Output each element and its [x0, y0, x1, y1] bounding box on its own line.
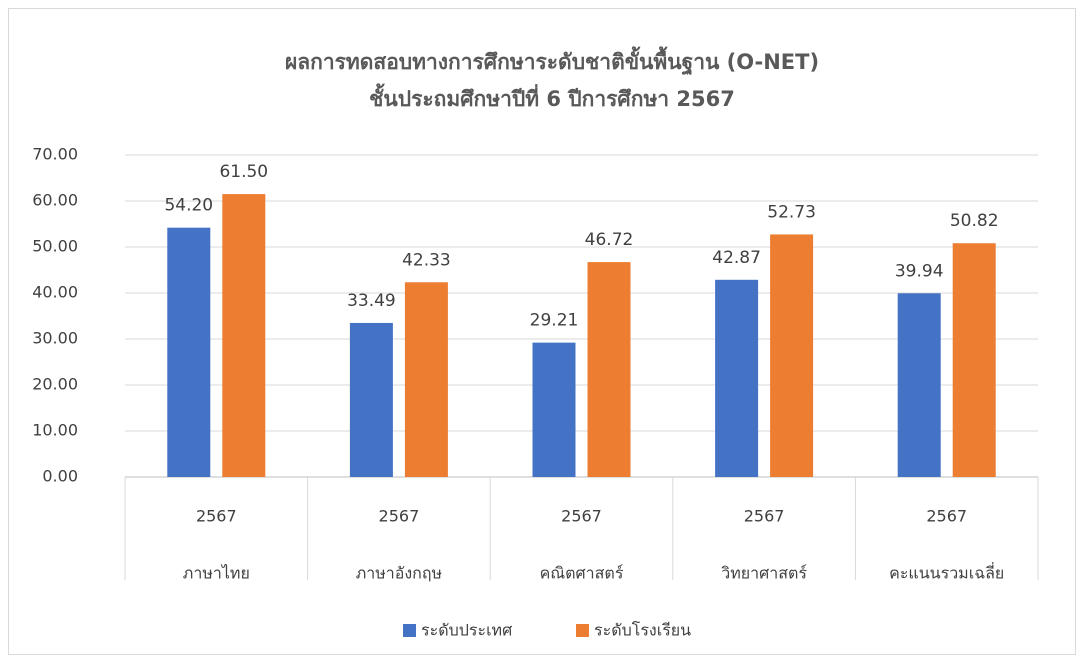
x-tick-label: วิทยาศาสตร์ [721, 564, 807, 583]
value-label: 61.50 [219, 162, 268, 182]
bar [897, 293, 941, 477]
bar [167, 227, 211, 477]
x-group-label: 2567 [379, 507, 420, 526]
bar [587, 262, 631, 477]
bar [349, 322, 393, 477]
bar [404, 282, 448, 477]
x-group-label: 2567 [744, 507, 785, 526]
value-label: 33.49 [347, 291, 396, 311]
y-tick-label: 0.00 [42, 467, 78, 486]
legend-swatch [403, 624, 416, 637]
y-tick-label: 20.00 [32, 375, 78, 394]
legend-label: ระดับประเทศ [421, 621, 512, 640]
y-tick-label: 70.00 [32, 145, 78, 164]
bar [952, 243, 996, 477]
y-tick-label: 40.00 [32, 283, 78, 302]
y-tick-label: 60.00 [32, 191, 78, 210]
bar [715, 279, 759, 477]
chart-subtitle: ชั้นประถมศึกษาปีที่ 6 ปีการศึกษา 2567 [369, 83, 735, 111]
x-group-label: 2567 [926, 507, 967, 526]
x-tick-label: คณิตศาสตร์ [540, 564, 624, 583]
x-group-label: 2567 [196, 507, 237, 526]
bar [222, 194, 266, 477]
x-tick-label: ภาษาไทย [183, 564, 250, 583]
y-tick-label: 10.00 [32, 421, 78, 440]
chart-title: ผลการทดสอบทางการศึกษาระดับชาติขั้นพื้นฐา… [285, 46, 819, 76]
legend-label: ระดับโรงเรียน [594, 621, 691, 640]
y-tick-label: 50.00 [32, 237, 78, 256]
bar [532, 342, 576, 477]
value-label: 50.82 [950, 211, 999, 231]
x-group-label: 2567 [561, 507, 602, 526]
value-label: 42.87 [712, 248, 761, 268]
value-label: 39.94 [895, 261, 944, 281]
legend-swatch [576, 624, 589, 637]
value-label: 52.73 [767, 202, 816, 222]
x-tick-label: คะแนนรวมเฉลี่ย [889, 562, 1004, 583]
value-label: 54.20 [164, 196, 213, 216]
bar [770, 234, 814, 477]
value-label: 46.72 [585, 230, 634, 250]
value-label: 29.21 [530, 311, 579, 331]
value-label: 42.33 [402, 250, 451, 270]
x-tick-label: ภาษาอังกฤษ [356, 564, 442, 583]
y-tick-label: 30.00 [32, 329, 78, 348]
